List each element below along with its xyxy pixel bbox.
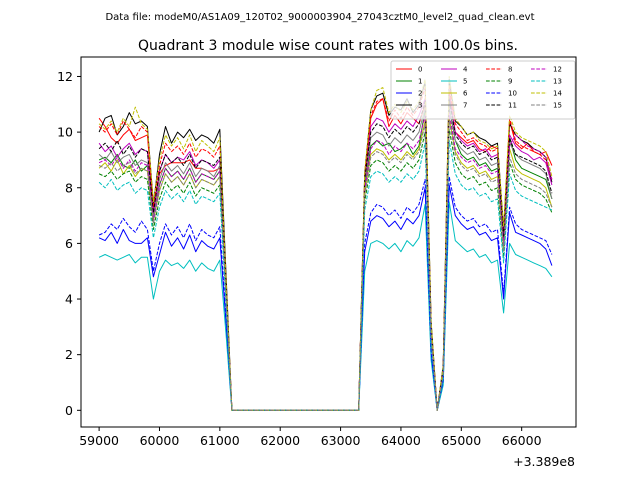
x-tick-label: 63000: [321, 433, 361, 448]
legend-label-12: 12: [553, 66, 562, 74]
legend-label-7: 7: [463, 102, 467, 110]
legend-label-4: 4: [463, 66, 468, 74]
y-tick-label: 6: [65, 236, 73, 251]
series-line-11: [98, 98, 553, 411]
y-tick-label: 0: [65, 403, 73, 418]
x-axis: 59000 60000 61000 62000 63000 64000 65000 66000: [79, 427, 542, 448]
x-tick-label: 64000: [381, 433, 421, 448]
series-line-15: [98, 120, 553, 411]
legend-label-6: 6: [463, 90, 468, 98]
series-line-9: [98, 128, 553, 411]
y-tick-label: 2: [65, 347, 73, 362]
series-line-13: [98, 140, 553, 411]
axes-frame: [80, 56, 577, 428]
legend-box: [390, 60, 576, 120]
y-tick-label: 8: [65, 180, 73, 195]
x-offset-label: +3.389e8: [513, 454, 575, 469]
legend-label-11: 11: [508, 102, 517, 110]
x-tick-label: 65000: [441, 433, 481, 448]
series-line-10: [98, 176, 553, 411]
x-tick-label: 61000: [200, 433, 240, 448]
y-tick-label: 4: [65, 292, 73, 307]
x-tick-label: 59000: [79, 433, 119, 448]
legend-label-10: 10: [508, 90, 517, 98]
legend-label-5: 5: [463, 78, 467, 86]
legend-label-15: 15: [553, 102, 562, 110]
y-tick-label: 12: [57, 69, 73, 84]
legend-label-1: 1: [418, 78, 422, 86]
x-tick-label: 62000: [260, 433, 300, 448]
series-layer: [98, 76, 553, 411]
legend-label-3: 3: [418, 102, 422, 110]
x-tick-label: 60000: [140, 433, 180, 448]
legend-label-9: 9: [508, 78, 512, 86]
legend-label-0: 0: [418, 66, 422, 74]
suptitle: Data file: modeM0/AS1A09_120T02_90000039…: [105, 12, 534, 23]
legend-label-13: 13: [553, 78, 562, 86]
legend-label-2: 2: [418, 90, 422, 98]
plot-area: 59000 60000 61000 62000 63000 64000 65000 66000…: [57, 56, 577, 448]
legend-label-14: 14: [553, 90, 562, 98]
y-tick-label: 10: [57, 125, 73, 140]
x-tick-label: 66000: [502, 433, 542, 448]
legend-label-8: 8: [508, 66, 512, 74]
y-axis: 0 2 4 6 8 10 12: [57, 69, 81, 418]
chart-title: Quadrant 3 module wise count rates with …: [138, 38, 518, 54]
